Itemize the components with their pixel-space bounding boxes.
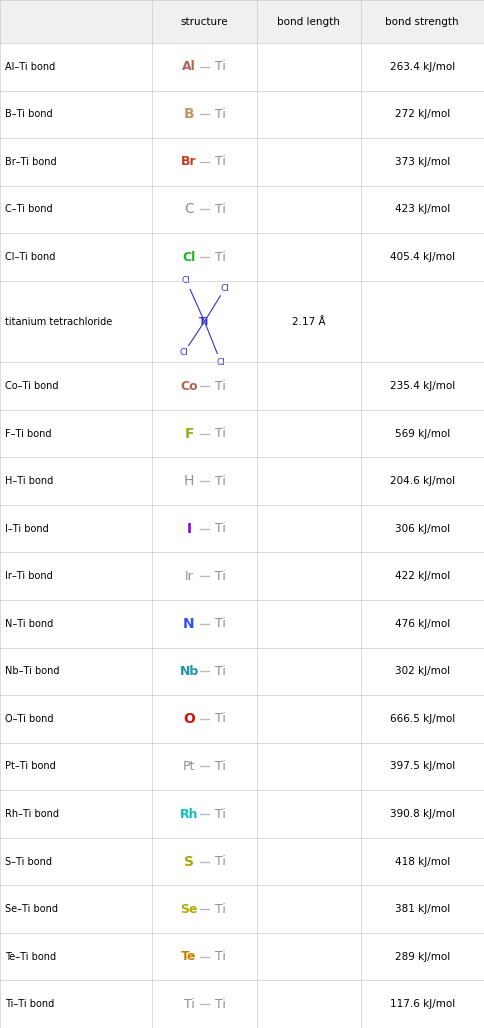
Text: Ti: Ti — [214, 998, 226, 1011]
Text: Ti: Ti — [183, 998, 195, 1011]
Text: Rh: Rh — [180, 808, 198, 820]
Text: 117.6 kJ/mol: 117.6 kJ/mol — [390, 999, 455, 1009]
Text: 204.6 kJ/mol: 204.6 kJ/mol — [390, 476, 455, 486]
Text: 569 kJ/mol: 569 kJ/mol — [394, 429, 450, 439]
Text: N–Ti bond: N–Ti bond — [5, 619, 53, 629]
Text: Br: Br — [181, 155, 197, 169]
Text: I: I — [186, 522, 192, 536]
Text: 397.5 kJ/mol: 397.5 kJ/mol — [390, 762, 455, 771]
Text: Ti: Ti — [214, 760, 226, 773]
Text: Ti: Ti — [214, 108, 226, 121]
Text: Ti: Ti — [214, 712, 226, 726]
Text: 666.5 kJ/mol: 666.5 kJ/mol — [390, 713, 455, 724]
Text: F: F — [184, 427, 194, 441]
Text: Cl–Ti bond: Cl–Ti bond — [5, 252, 55, 262]
Text: titanium tetrachloride: titanium tetrachloride — [5, 317, 112, 327]
Text: Ti: Ti — [214, 203, 226, 216]
Text: Ir: Ir — [184, 570, 194, 583]
Text: Pt: Pt — [183, 760, 195, 773]
Text: C: C — [184, 203, 194, 217]
Text: Ti: Ti — [214, 855, 226, 868]
Text: Cl: Cl — [220, 284, 229, 293]
Text: Ti: Ti — [214, 475, 226, 487]
Text: Rh–Ti bond: Rh–Ti bond — [5, 809, 59, 819]
Text: 306 kJ/mol: 306 kJ/mol — [395, 523, 450, 534]
Text: O–Ti bond: O–Ti bond — [5, 713, 53, 724]
Text: Nb–Ti bond: Nb–Ti bond — [5, 666, 60, 676]
Text: Co: Co — [180, 379, 198, 393]
Text: structure: structure — [181, 16, 228, 27]
Text: N: N — [183, 617, 195, 631]
Text: B–Ti bond: B–Ti bond — [5, 109, 52, 119]
Text: bond length: bond length — [277, 16, 340, 27]
Text: Cl: Cl — [180, 347, 189, 357]
Text: 272 kJ/mol: 272 kJ/mol — [394, 109, 450, 119]
Text: 381 kJ/mol: 381 kJ/mol — [394, 904, 450, 914]
Text: Ir–Ti bond: Ir–Ti bond — [5, 572, 53, 581]
Text: Ti: Ti — [214, 61, 226, 73]
Text: F–Ti bond: F–Ti bond — [5, 429, 51, 439]
Text: 423 kJ/mol: 423 kJ/mol — [394, 205, 450, 215]
Text: Cl: Cl — [182, 251, 196, 263]
Text: H: H — [184, 474, 194, 488]
Text: 235.4 kJ/mol: 235.4 kJ/mol — [390, 381, 455, 391]
Text: Nb: Nb — [180, 665, 198, 677]
Text: Br–Ti bond: Br–Ti bond — [5, 157, 57, 167]
Text: 289 kJ/mol: 289 kJ/mol — [394, 952, 450, 961]
Text: H–Ti bond: H–Ti bond — [5, 476, 53, 486]
Text: Ti: Ti — [214, 950, 226, 963]
Text: Ti: Ti — [214, 618, 226, 630]
Text: 418 kJ/mol: 418 kJ/mol — [394, 856, 450, 867]
Text: 263.4 kJ/mol: 263.4 kJ/mol — [390, 62, 455, 72]
Text: Ti: Ti — [214, 570, 226, 583]
Text: Se–Ti bond: Se–Ti bond — [5, 904, 58, 914]
Text: 476 kJ/mol: 476 kJ/mol — [394, 619, 450, 629]
Text: Ti: Ti — [199, 317, 210, 327]
Text: C–Ti bond: C–Ti bond — [5, 205, 52, 215]
Text: Te–Ti bond: Te–Ti bond — [5, 952, 56, 961]
Text: Ti: Ti — [214, 522, 226, 536]
Text: Pt–Ti bond: Pt–Ti bond — [5, 762, 56, 771]
Text: Ti: Ti — [214, 251, 226, 263]
Text: Al–Ti bond: Al–Ti bond — [5, 62, 55, 72]
Text: Ti: Ti — [214, 427, 226, 440]
Text: Cl: Cl — [216, 358, 226, 367]
Text: Al: Al — [182, 61, 196, 73]
Text: 405.4 kJ/mol: 405.4 kJ/mol — [390, 252, 455, 262]
Text: Ti: Ti — [214, 379, 226, 393]
Bar — [0, 0, 484, 43]
Text: 302 kJ/mol: 302 kJ/mol — [395, 666, 450, 676]
Text: bond strength: bond strength — [385, 16, 459, 27]
Text: Ti: Ti — [214, 665, 226, 677]
Text: 373 kJ/mol: 373 kJ/mol — [394, 157, 450, 167]
Text: S: S — [184, 854, 194, 869]
Text: O: O — [183, 712, 195, 726]
Text: S–Ti bond: S–Ti bond — [5, 856, 52, 867]
Text: Ti: Ti — [214, 903, 226, 916]
Text: I–Ti bond: I–Ti bond — [5, 523, 48, 534]
Text: B: B — [184, 107, 194, 121]
Text: Ti: Ti — [214, 808, 226, 820]
Text: 422 kJ/mol: 422 kJ/mol — [394, 572, 450, 581]
Text: Ti–Ti bond: Ti–Ti bond — [5, 999, 54, 1009]
Text: Co–Ti bond: Co–Ti bond — [5, 381, 59, 391]
Text: Se: Se — [180, 903, 198, 916]
Text: Ti: Ti — [214, 155, 226, 169]
Text: 390.8 kJ/mol: 390.8 kJ/mol — [390, 809, 455, 819]
Text: Te: Te — [181, 950, 197, 963]
Text: Cl: Cl — [182, 276, 191, 285]
Text: 2.17 Å: 2.17 Å — [292, 317, 325, 327]
